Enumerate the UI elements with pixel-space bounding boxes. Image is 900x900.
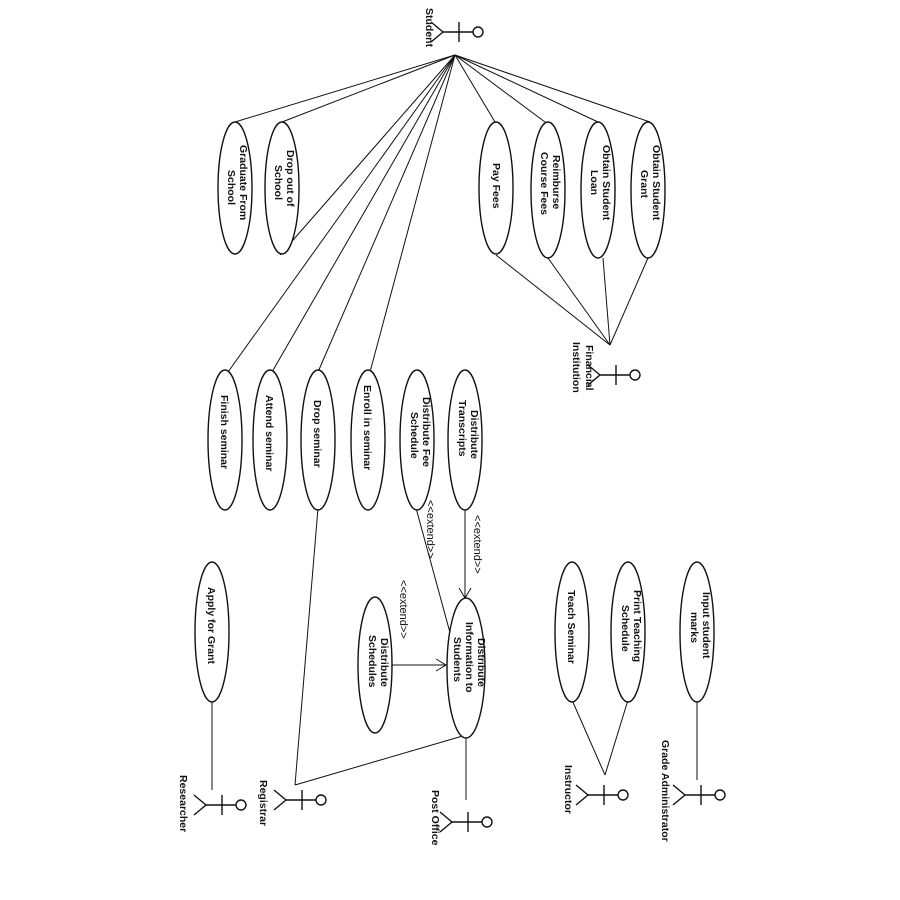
- svg-text:Drop seminar: Drop seminar: [311, 400, 323, 468]
- svg-text:Print Teaching: Print Teaching: [631, 590, 643, 662]
- svg-text:Teach Seminar: Teach Seminar: [565, 590, 577, 664]
- use-case-drop-out-of-school: Drop out of School: [264, 121, 300, 255]
- actor-instructor-label: Instructor: [562, 765, 574, 814]
- svg-text:Course Fees: Course Fees: [538, 152, 550, 215]
- actor-financial-institution-label: Financial: [583, 345, 595, 391]
- svg-text:marks: marks: [688, 612, 700, 643]
- actor-financial-institution: [587, 364, 641, 386]
- extend-label: <<extend>>: [397, 580, 409, 639]
- svg-text:Attend seminar: Attend seminar: [263, 395, 275, 471]
- use-case-drop-seminar: Drop seminar: [300, 369, 336, 511]
- actor-instructor: [575, 784, 629, 806]
- use-case-attend-seminar: Attend seminar: [252, 369, 288, 511]
- use-case-distribute-fee-schedule: Distribute Fee Schedule: [399, 369, 435, 511]
- actor-registrar-label: Registrar: [257, 780, 269, 826]
- svg-text:School: School: [225, 170, 237, 205]
- actor-student: [430, 21, 484, 43]
- use-case-distribute-schedules: Distribute Schedules: [357, 596, 393, 734]
- use-case-reimburse-course-fees: Reimburse Course Fees: [530, 121, 566, 259]
- svg-text:Transcripts: Transcripts: [456, 400, 468, 457]
- actor-researcher: [193, 794, 247, 816]
- svg-text:Distribute: Distribute: [475, 638, 487, 687]
- svg-text:Drop out of: Drop out of: [284, 150, 296, 207]
- svg-text:School: School: [272, 165, 284, 200]
- svg-text:Input student: Input student: [700, 592, 712, 659]
- other-associations: [211, 507, 698, 800]
- extend-label: <<extend>>: [471, 515, 483, 574]
- use-case-enroll-in-seminar: Enroll in seminar: [350, 369, 386, 511]
- svg-text:Graduate From: Graduate From: [237, 145, 249, 220]
- svg-text:Enroll in seminar: Enroll in seminar: [361, 385, 373, 470]
- svg-text:Loan: Loan: [588, 170, 600, 195]
- use-case-graduate-from-school: Graduate From School: [217, 121, 253, 255]
- use-case-distribute-transcripts: Distribute Transcripts: [447, 369, 483, 511]
- use-case-pay-fees: Pay Fees: [478, 121, 514, 255]
- extend-relationships: [392, 507, 472, 672]
- svg-text:Finish seminar: Finish seminar: [218, 395, 230, 469]
- svg-text:Schedules: Schedules: [366, 635, 378, 688]
- use-case-apply-for-grant: Apply for Grant: [194, 561, 230, 703]
- use-case-finish-seminar: Finish seminar: [207, 369, 243, 511]
- svg-text:Distribute Fee: Distribute Fee: [420, 397, 432, 467]
- use-case-obtain-student-grant: Obtain Student Grant: [630, 121, 666, 259]
- actor-grade-administrator: [672, 784, 726, 806]
- financial-associations: [495, 254, 649, 346]
- student-associations: [227, 54, 651, 373]
- actor-registrar: [273, 789, 327, 811]
- svg-text:Schedule: Schedule: [619, 605, 631, 652]
- actor-financial-institution-label: Institution: [570, 342, 582, 393]
- svg-text:Schedule: Schedule: [408, 412, 420, 459]
- actor-student-label: Student: [423, 8, 435, 48]
- svg-text:Distribute: Distribute: [378, 638, 390, 687]
- actor-post-office: [439, 811, 493, 833]
- use-case-print-teaching-schedule: Print Teaching Schedule: [610, 561, 646, 703]
- svg-text:Distribute: Distribute: [468, 410, 480, 459]
- svg-text:Reimburse: Reimburse: [550, 155, 562, 209]
- svg-text:Apply for Grant: Apply for Grant: [205, 587, 217, 665]
- actor-post-office-label: Post Office: [429, 790, 441, 846]
- use-case-input-student-marks: Input student marks: [679, 561, 715, 703]
- svg-text:Obtain Student: Obtain Student: [600, 145, 612, 221]
- extend-label: <<extend>>: [424, 500, 436, 559]
- use-case-distribute-information-to-students: Distribute Information to Students: [446, 597, 487, 739]
- svg-text:Grant: Grant: [638, 170, 650, 199]
- use-case-obtain-student-loan: Obtain Student Loan: [580, 121, 616, 259]
- svg-text:Pay Fees: Pay Fees: [490, 163, 502, 209]
- svg-text:Obtain Student: Obtain Student: [650, 145, 662, 221]
- actor-researcher-label: Researcher: [177, 775, 189, 832]
- svg-text:Information to: Information to: [463, 622, 475, 693]
- use-case-teach-seminar: Teach Seminar: [554, 561, 590, 703]
- actor-grade-administrator-label: Grade Administrator: [659, 740, 671, 842]
- svg-text:Students: Students: [451, 637, 463, 682]
